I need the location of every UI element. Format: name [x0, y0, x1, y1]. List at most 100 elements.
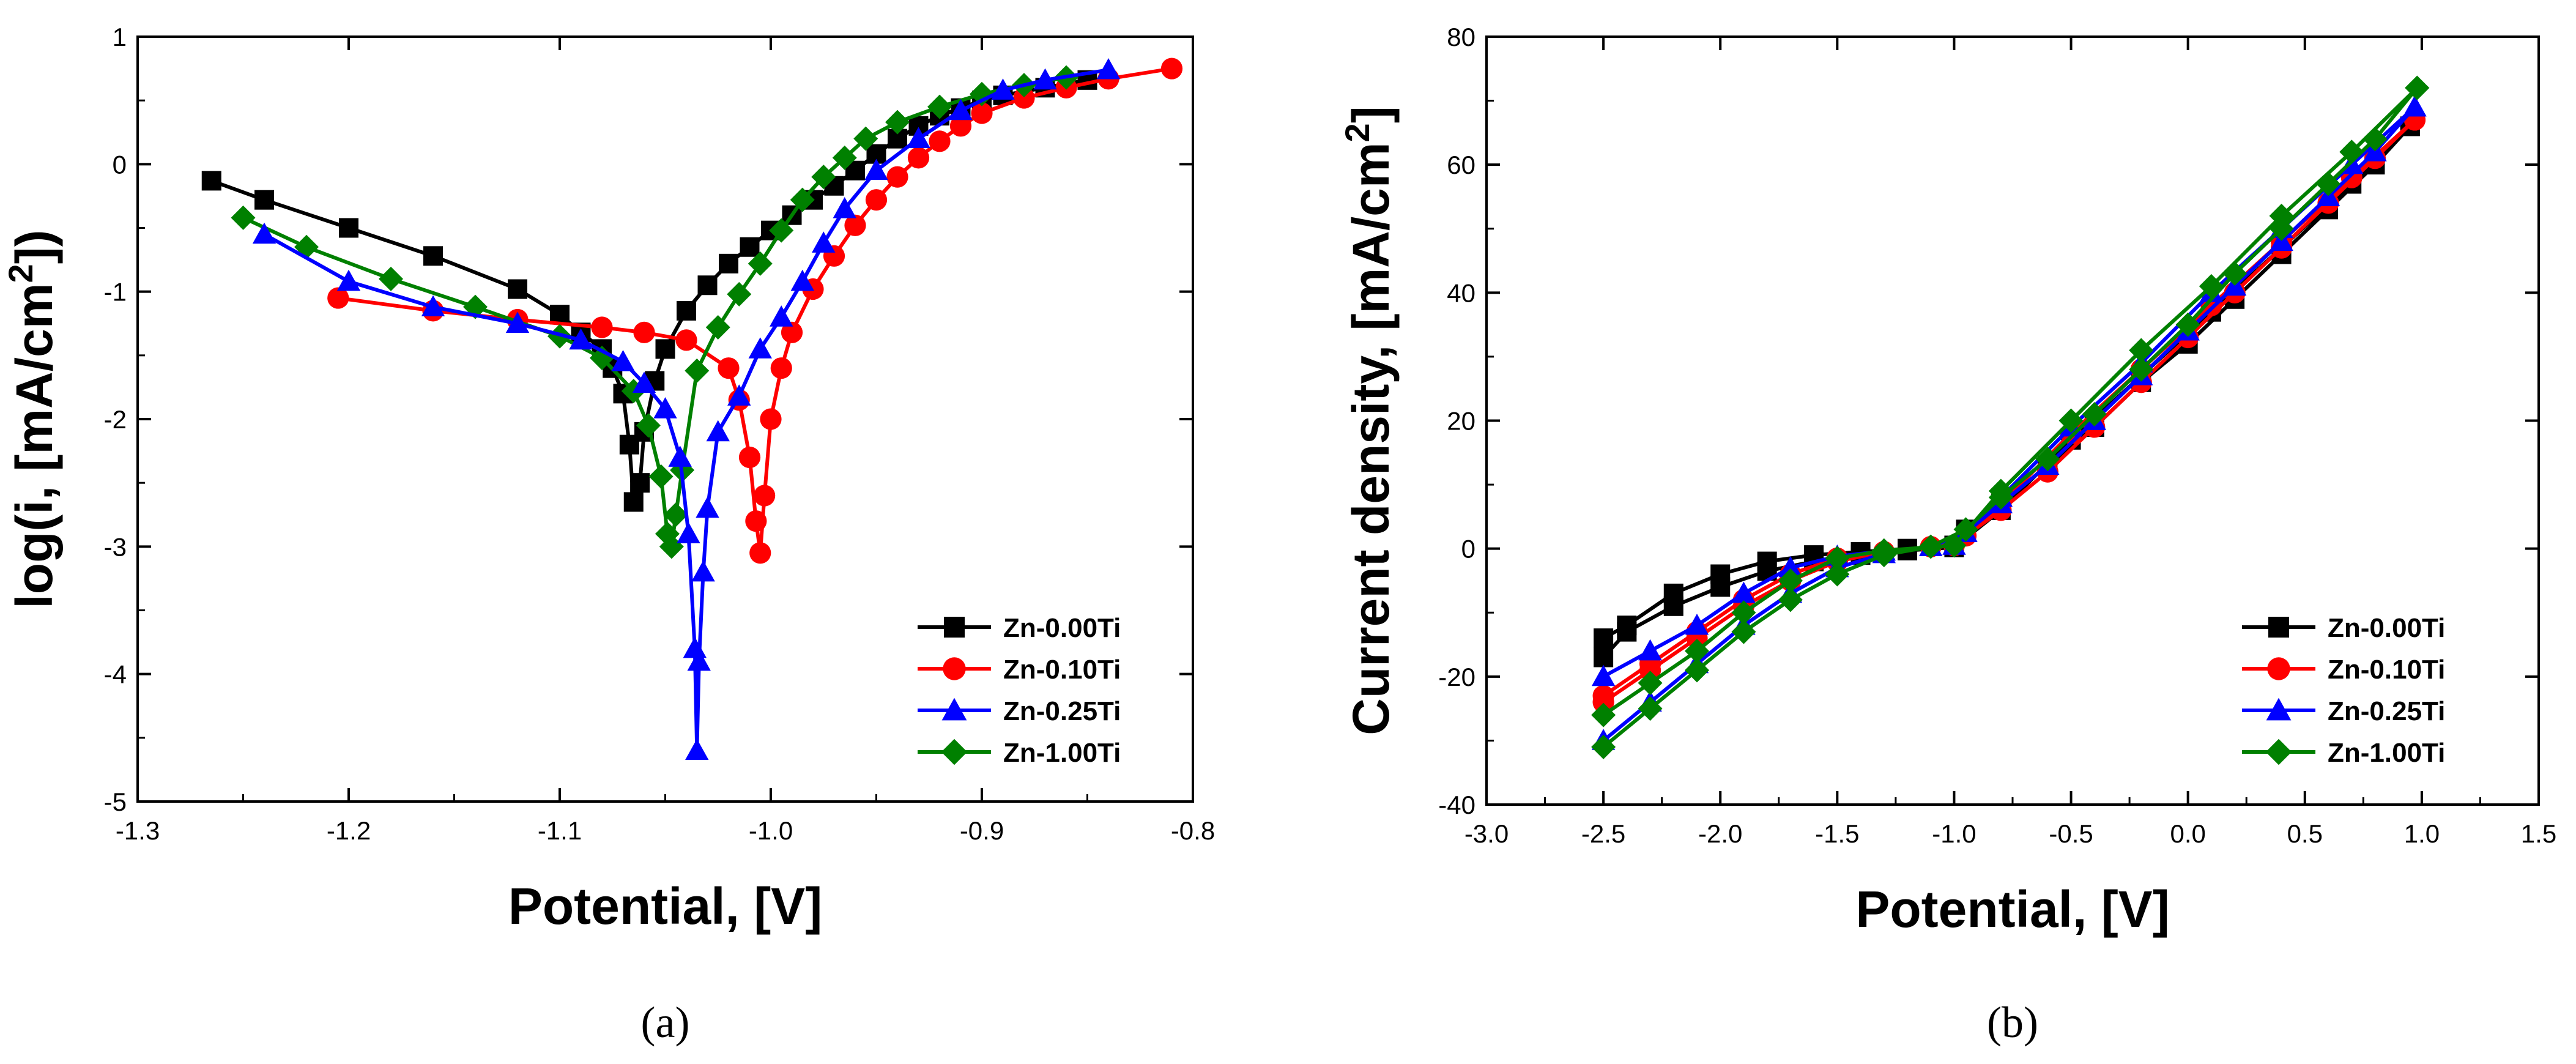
y-tick-label: -3: [104, 532, 127, 561]
data-point: [254, 190, 274, 210]
data-point: [668, 445, 692, 467]
data-point: [201, 171, 221, 191]
y-tick-label: -4: [104, 660, 127, 689]
data-point: [655, 339, 675, 359]
data-point: [623, 492, 644, 512]
data-point: [636, 413, 661, 438]
data-point: [590, 346, 614, 370]
data-point: [421, 295, 445, 317]
legend-marker: [2268, 617, 2289, 638]
data-point: [632, 371, 656, 393]
data-point: [770, 357, 792, 379]
data-point: [991, 78, 1015, 100]
legend-item-zn-0-10ti: Zn-0.10Ti: [918, 655, 1121, 685]
data-point: [760, 408, 782, 430]
data-point: [886, 166, 908, 188]
data-point: [864, 158, 888, 180]
data-point: [2129, 357, 2154, 382]
data-point: [748, 337, 772, 359]
x-tick-label: 0.0: [2170, 819, 2205, 848]
x-tick-label: -1.2: [327, 816, 371, 845]
panel-a-chart: -1.3 -1.2 -1.1 -1.0 -0.9 -0.8 -5 -4 -3 -2 -1 0 1 Zn-0…: [1, 23, 1215, 1047]
data-point: [653, 397, 677, 419]
data-point: [1918, 534, 1943, 559]
series-line-zn-0-10ti: [338, 67, 1172, 555]
x-tick-label: -2.0: [1698, 819, 1742, 848]
y-axis-label-tail: ]: [1342, 106, 1400, 123]
y-axis-label: Current density, [mA/cm2]: [1338, 106, 1400, 735]
y-tick-label: -20: [1438, 663, 1475, 691]
data-point: [769, 218, 794, 243]
y-tick-label: 0: [113, 150, 127, 179]
x-tick-label: -2.5: [1581, 819, 1625, 848]
x-tick-label: -0.5: [2049, 819, 2093, 848]
legend-marker: [941, 698, 967, 721]
data-point: [2339, 140, 2364, 165]
data-point: [1638, 696, 1663, 721]
series-zn-1-00ti: [231, 65, 1078, 559]
legend-item-zn-0-10ti: Zn-0.10Ti: [2242, 655, 2445, 685]
data-point: [833, 197, 856, 218]
data-point: [1594, 628, 1614, 649]
data-point: [2403, 95, 2427, 117]
data-point: [659, 534, 684, 559]
data-point: [1592, 685, 1614, 707]
data-point: [1638, 671, 1663, 696]
data-point: [685, 358, 710, 383]
x-tick-label: -1.0: [1932, 819, 1976, 848]
data-point: [718, 357, 740, 379]
data-point: [1685, 639, 1709, 663]
data-point: [569, 328, 593, 350]
data-point: [1685, 613, 1709, 635]
data-point: [1594, 647, 1614, 668]
data-point: [949, 115, 972, 137]
x-tick-label: -1.1: [538, 816, 582, 845]
data-point: [770, 305, 793, 327]
data-point: [844, 214, 866, 236]
data-point: [2082, 402, 2107, 427]
data-point: [252, 222, 277, 244]
series-line-zn-1-00ti: [1602, 86, 2419, 749]
data-point: [591, 316, 613, 338]
data-point: [1710, 577, 1731, 597]
y-tick-label: 40: [1447, 278, 1475, 307]
data-point: [2175, 312, 2200, 337]
data-point: [1731, 619, 1756, 644]
data-point: [1778, 568, 1803, 593]
data-point: [294, 234, 319, 259]
legend-item-zn-1-00ti: Zn-1.00Ti: [2242, 738, 2445, 768]
data-point: [885, 110, 910, 135]
x-tick-label: -1.3: [116, 816, 160, 845]
data-point: [781, 321, 803, 343]
series-zn-1-00ti: [1591, 75, 2430, 759]
legend-item-zn-0-00ti: Zn-0.00Ti: [918, 613, 1121, 643]
data-point: [1953, 517, 1978, 542]
data-point: [2199, 273, 2224, 299]
y-axis-label: log(i, [mA/cm2]): [1, 229, 63, 608]
legend-marker: [943, 657, 966, 680]
data-point: [1778, 556, 1803, 578]
data-point: [907, 127, 930, 149]
data-point: [1617, 622, 1637, 642]
data-point: [336, 269, 361, 291]
data-point: [2129, 338, 2154, 363]
data-point: [790, 187, 815, 212]
data-point: [738, 446, 761, 469]
y-tick-label: -1: [104, 278, 127, 307]
data-point: [379, 266, 403, 291]
panel-label: (a): [641, 998, 690, 1047]
data-point: [927, 94, 952, 119]
x-axis-label: Potential, [V]: [508, 877, 822, 935]
data-point: [1825, 546, 1850, 571]
y-axis-label-superscript: 2: [1, 264, 40, 283]
x-axis-label: Potential, [V]: [1855, 880, 2169, 938]
data-point: [1096, 58, 1121, 80]
y-tick-label: 20: [1447, 407, 1475, 436]
y-tick-label: 60: [1447, 151, 1475, 179]
data-point: [1685, 658, 1709, 683]
y-axis-label-tail: ]): [6, 229, 63, 264]
data-point: [1663, 596, 1683, 616]
x-tick-label: 1.0: [2404, 819, 2440, 848]
data-point: [853, 126, 878, 151]
x-tick-label: -3.0: [1464, 819, 1509, 848]
